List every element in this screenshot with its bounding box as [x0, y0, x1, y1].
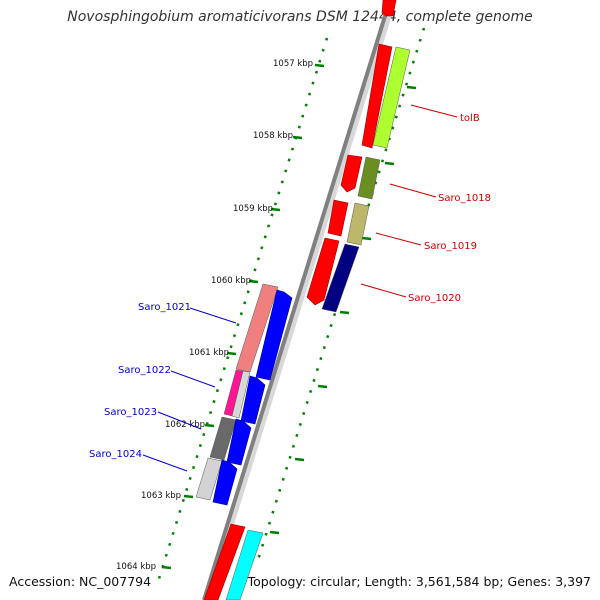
forward-gene — [306, 237, 340, 306]
tick-label: 1058 kbp — [253, 131, 293, 141]
right-leaders — [360, 104, 458, 298]
tick-mark — [361, 236, 372, 241]
tick-label: 1064 kbp — [116, 562, 156, 572]
cyan-feature — [225, 529, 264, 600]
leader-line — [157, 411, 202, 430]
saro1019-feature — [346, 202, 370, 246]
tick-label: 1061 kbp — [189, 348, 229, 358]
tick-row-right — [256, 27, 426, 561]
left-leaders — [142, 307, 237, 472]
gene-label-saro1023[interactable]: Saro_1023 — [104, 407, 157, 418]
tick-label: 1059 kbp — [233, 204, 273, 214]
tick-mark — [226, 351, 237, 356]
gene-label-saro1019[interactable]: Saro_1019 — [424, 241, 477, 252]
saro1022-feature-light — [231, 370, 251, 419]
feature-track-right — [225, 46, 411, 600]
right-gene-labels: tolB Saro_1018 Saro_1019 Saro_1020 — [408, 113, 491, 304]
tick-mark — [161, 565, 172, 570]
leader-line — [410, 104, 458, 118]
major-ticks-left — [161, 63, 325, 570]
accession-text: Accession: NC_007794 — [9, 574, 152, 589]
gene-label-tolB[interactable]: tolB — [460, 113, 480, 124]
tick-mark — [204, 423, 215, 428]
reverse-gene — [212, 459, 238, 506]
tick-mark — [292, 135, 303, 140]
tick-mark — [339, 310, 350, 315]
genome-backbone — [202, 0, 392, 600]
gene-label-saro1022[interactable]: Saro_1022 — [118, 365, 171, 376]
gene-label-saro1024[interactable]: Saro_1024 — [89, 449, 142, 460]
reverse-gene — [226, 418, 252, 466]
leader-line — [360, 283, 407, 298]
reverse-gene — [255, 289, 293, 381]
gene-label-saro1020[interactable]: Saro_1020 — [408, 293, 461, 304]
leader-line — [389, 183, 437, 198]
tick-labels: 1057 kbp 1058 kbp 1059 kbp 1060 kbp 1061… — [116, 59, 313, 572]
tick-label: 1060 kbp — [211, 276, 251, 286]
genome-title: Novosphingobium aromaticivorans DSM 1244… — [67, 9, 533, 25]
tick-mark — [314, 63, 325, 68]
gene-label-saro1018[interactable]: Saro_1018 — [438, 193, 491, 204]
gene-label-saro1021[interactable]: Saro_1021 — [138, 302, 191, 313]
forward-gene — [203, 523, 246, 600]
reverse-strand-genes — [212, 289, 293, 506]
forward-strand-genes — [203, 0, 397, 600]
leader-line — [142, 454, 188, 472]
tick-label: 1057 kbp — [273, 59, 313, 69]
tick-mark — [269, 530, 280, 535]
forward-gene — [361, 43, 393, 149]
tick-label: 1062 kbp — [165, 420, 205, 430]
saro1020-feature — [321, 243, 360, 313]
saro1023-feature — [209, 416, 237, 461]
tick-mark — [270, 207, 281, 212]
tick-mark — [248, 279, 259, 284]
leader-line — [189, 307, 237, 324]
tick-mark — [183, 494, 194, 499]
tick-mark — [406, 85, 417, 90]
reverse-gene — [240, 375, 266, 425]
tick-mark — [317, 384, 328, 389]
forward-gene — [381, 0, 397, 17]
genome-backbone-shadow — [203, 0, 397, 600]
leader-line — [375, 232, 422, 246]
left-gene-labels: Saro_1021 Saro_1022 Saro_1023 Saro_1024 — [89, 302, 191, 460]
tick-mark — [294, 457, 305, 462]
saro1018-feature — [357, 156, 381, 200]
feature-track-left — [195, 283, 279, 501]
tolB-feature — [372, 46, 411, 149]
tick-label: 1063 kbp — [141, 491, 181, 501]
forward-gene — [340, 154, 363, 193]
genome-summary-text: Topology: circular; Length: 3,561,584 bp… — [247, 574, 591, 589]
saro1024-feature — [195, 457, 223, 501]
forward-gene — [327, 199, 349, 237]
major-ticks-right — [269, 85, 417, 535]
tick-mark — [384, 161, 395, 166]
leader-line — [170, 370, 216, 388]
